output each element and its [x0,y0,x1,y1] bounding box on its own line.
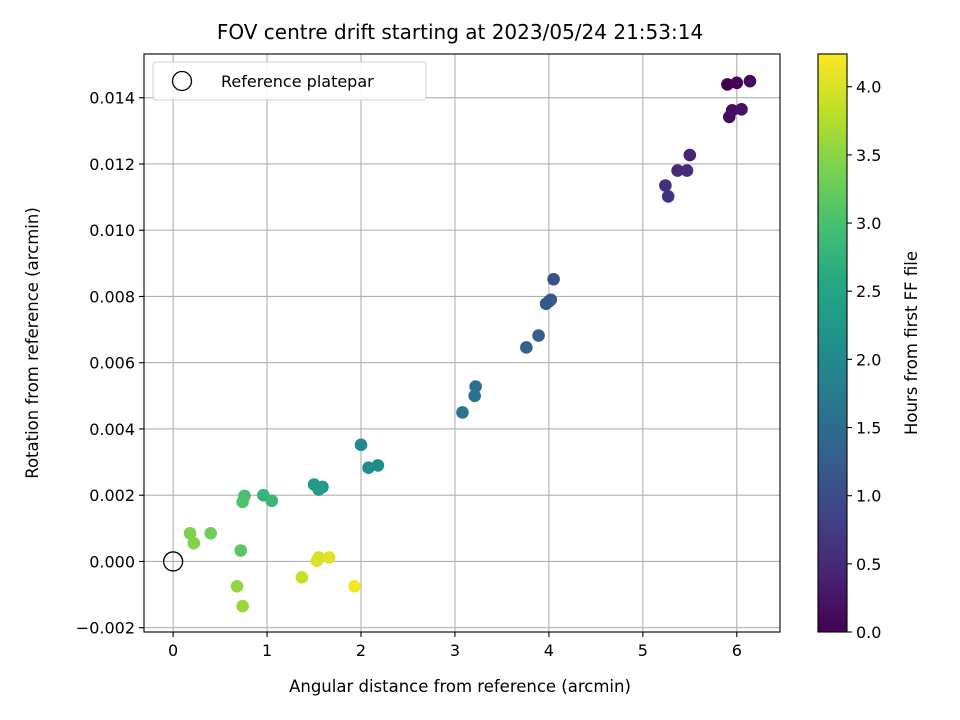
data-points [183,74,757,613]
plot-background [144,54,780,632]
colorbar: 0.0 0.5 1.0 1.5 2.0 2.5 3.0 3.5 4.0 Hours from f… [817,53,921,642]
x-axis-label: Angular distance from reference (arcmin) [289,677,631,696]
x-tick-label: 2 [356,641,366,660]
data-point [532,329,545,342]
reference-marker-layer [162,551,184,572]
plot-area [143,53,781,633]
data-point [234,544,248,557]
colorbar-tick-label: 3.0 [856,214,881,233]
data-point [680,164,694,177]
y-axis-ticks: −0.002 0.000 0.002 0.004 0.006 0.008 0.010 0.01… [76,89,144,638]
x-tick-label: 1 [262,641,272,660]
y-tick-label: −0.002 [76,619,135,638]
data-point [721,78,734,91]
data-point [469,380,482,393]
data-point [310,554,324,568]
y-tick-label: 0.000 [89,552,135,571]
colorbar-tick-label: 2.0 [856,350,881,369]
y-tick-label: 0.010 [89,221,135,240]
x-axis-ticks: 0 1 2 3 4 5 6 [168,632,742,660]
colorbar-tick-label: 3.5 [856,146,881,165]
plot-frame [143,53,781,633]
colorbar-tick-label: 1.5 [856,419,881,438]
data-point [183,526,197,540]
x-tick-label: 5 [638,641,648,660]
data-point [520,341,533,354]
colorbar-tick-label: 0.0 [856,623,881,642]
data-point [362,461,375,475]
data-point [671,164,684,177]
data-point [204,526,218,540]
data-point [348,579,361,593]
y-tick-label: 0.012 [89,155,135,174]
data-point [187,536,201,550]
data-point [322,551,336,564]
y-tick-label: 0.014 [89,89,135,108]
data-point [456,406,469,419]
colorbar-tick-label: 1.0 [856,487,881,506]
data-point [312,483,326,496]
data-point [542,295,556,308]
data-point [735,103,748,116]
colorbar-tick-label: 0.5 [856,555,881,574]
y-tick-label: 0.008 [89,287,135,306]
data-point [236,599,249,613]
data-point [743,74,757,88]
x-tick-label: 6 [732,641,742,660]
data-point [683,148,697,162]
data-point [661,190,675,203]
data-point [354,438,368,452]
colorbar-tick-label: 2.5 [856,282,881,301]
colorbar-gradient [818,54,847,632]
data-point [265,494,279,508]
y-tick-label: 0.006 [89,354,135,373]
legend-box [152,61,427,101]
data-point [230,579,244,593]
chart-title: FOV centre drift starting at 2023/05/24 … [217,20,703,44]
legend-open-circle-icon [171,70,193,92]
y-tick-label: 0.002 [89,486,135,505]
y-axis-label: Rotation from reference (arcmin) [23,207,42,479]
x-tick-label: 4 [544,641,554,660]
legend: Reference platepar [152,61,427,101]
colorbar-label: Hours from first FF file [902,251,921,435]
data-point [547,272,560,286]
colorbar-ticks: 0.0 0.5 1.0 1.5 2.0 2.5 3.0 3.5 4.0 [847,78,881,642]
x-tick-label: 0 [168,641,178,660]
legend-entry-label: Reference platepar [221,72,374,91]
colorbar-tick-label: 4.0 [856,78,881,97]
reference-platepar-marker [162,551,184,572]
data-point [730,76,744,90]
x-tick-label: 3 [450,641,460,660]
y-tick-label: 0.004 [89,420,135,439]
data-point [236,495,249,509]
grid-lines [144,54,780,632]
colorbar-frame [817,53,848,633]
data-point [295,571,309,584]
data-point [725,104,739,117]
data-point [468,389,481,403]
data-point [659,179,672,192]
